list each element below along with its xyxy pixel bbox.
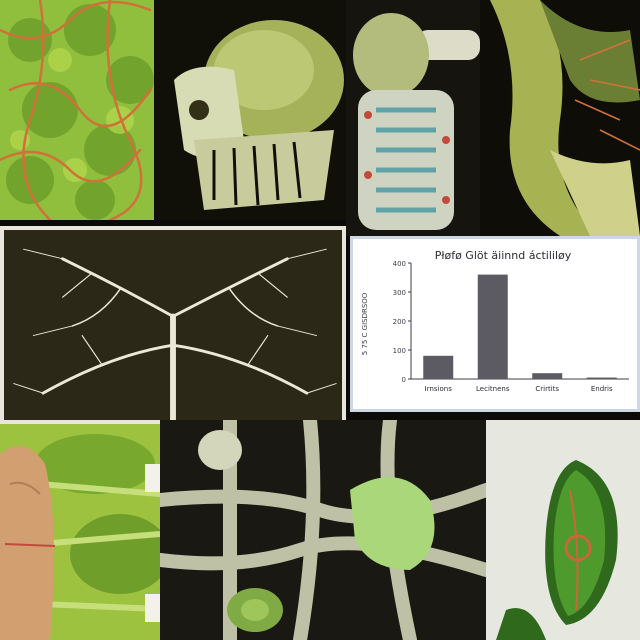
- bar-3: [586, 377, 617, 379]
- y-tick-label: 200: [393, 318, 406, 326]
- bar-chart: Płøfø Glöt äiinnd áctililøy 5 75 C GISDR…: [353, 239, 637, 409]
- x-category-label: Crirtits: [535, 385, 559, 393]
- y-tick-label: 0: [402, 376, 406, 384]
- finger-leaf-image: [0, 424, 160, 640]
- bar-0: [423, 355, 454, 379]
- x-category-label: Endris: [591, 385, 613, 393]
- y-tick-label: 100: [393, 347, 406, 355]
- bar-2: [532, 373, 563, 379]
- vein-tree-image: [0, 226, 346, 424]
- leaf-specimen-image: [486, 420, 640, 640]
- x-category-label: Lecitnens: [476, 385, 510, 393]
- bar-chart-panel: Płøfø Glöt äiinnd áctililøy 5 75 C GISDR…: [350, 236, 640, 412]
- green-tissue-image: [0, 0, 154, 220]
- y-tick-label: 300: [393, 289, 406, 297]
- bar-1: [477, 274, 508, 379]
- plant-stem-image: [480, 0, 640, 236]
- skull-bone-image: [154, 0, 346, 220]
- x-category-label: Irnsions: [425, 385, 453, 393]
- chart-title: Płøfø Glöt äiinnd áctililøy: [435, 249, 572, 262]
- tubular-structure-image: [160, 420, 486, 640]
- y-axis-label: 5 75 C GISDRSOO: [361, 292, 369, 355]
- spine-vertebrae-image: [346, 0, 480, 236]
- y-tick-label: 400: [393, 260, 406, 268]
